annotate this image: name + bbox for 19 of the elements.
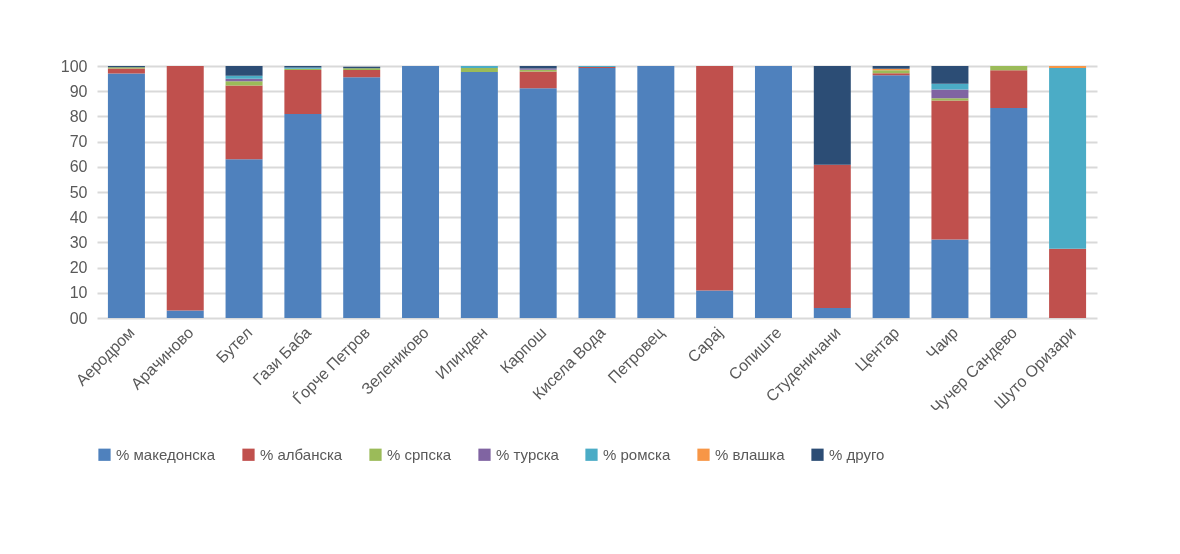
x-tick-label: Чаир [922, 323, 962, 363]
legend-label: % ромска [603, 445, 671, 463]
y-tick-label: 00 [69, 309, 88, 327]
y-tick-label: 40 [69, 208, 88, 226]
legend-label: % турска [496, 445, 560, 463]
y-tick-label: 10 [69, 284, 88, 302]
legend-label: % српска [387, 445, 452, 463]
legend-label: % албанска [260, 445, 343, 463]
legend-label: % друго [829, 445, 885, 463]
y-tick-label: 60 [69, 158, 88, 176]
legend-label: % македонска [116, 445, 216, 463]
y-tick-label: 30 [69, 233, 88, 251]
y-tick-label: 80 [69, 107, 88, 125]
legend-label: % влашка [715, 445, 786, 463]
y-tick-label: 20 [69, 259, 88, 277]
y-tick-label: 100 [60, 57, 88, 75]
y-tick-label: 70 [69, 133, 88, 151]
y-tick-label: 90 [69, 82, 88, 100]
y-tick-label: 50 [69, 183, 88, 201]
